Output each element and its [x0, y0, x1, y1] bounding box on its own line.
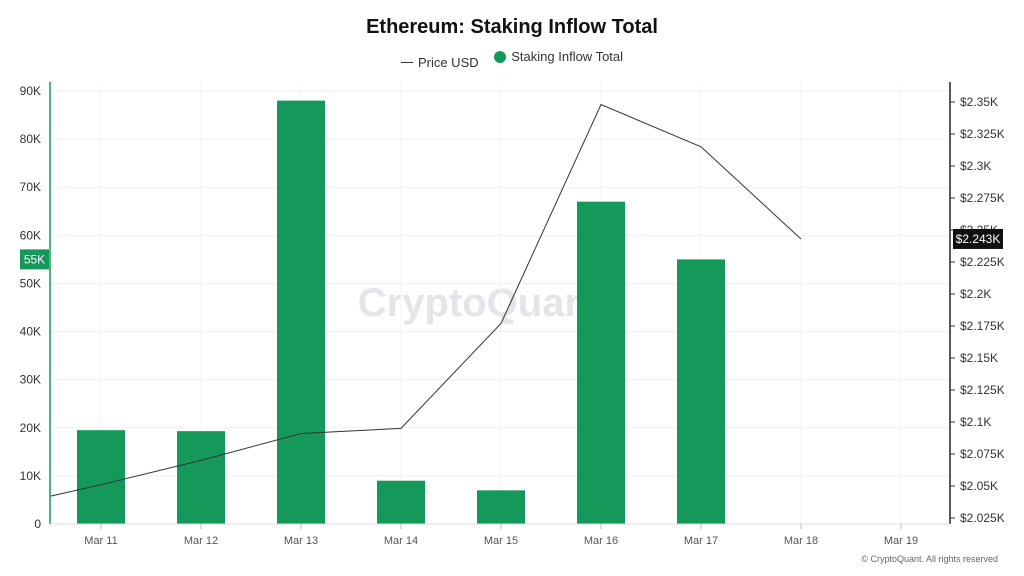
copyright-text: © CryptoQuant. All rights reserved	[861, 554, 998, 564]
legend-price-label: Price USD	[417, 54, 479, 70]
bar-staking-inflow[interactable]	[677, 259, 725, 524]
bar-staking-inflow[interactable]	[177, 431, 225, 524]
chart-title: Ethereum: Staking Inflow Total	[366, 16, 658, 38]
y-right-tick-label: $2.075K	[960, 447, 1005, 461]
y-left-tick-label: 30K	[20, 373, 41, 387]
price-line[interactable]	[49, 103, 802, 497]
y-right-tick-label: $2.125K	[960, 383, 1005, 397]
bar-staking-inflow[interactable]	[377, 480, 425, 524]
y-left-tick-label: 40K	[20, 325, 41, 339]
y-left-tick-label: 20K	[20, 421, 41, 435]
price-value-badge	[953, 228, 1003, 249]
y-right-tick-label: $2.35K	[960, 95, 998, 109]
x-tick-label: Mar 16	[584, 535, 618, 547]
x-tick-label: Mar 17	[684, 535, 718, 547]
x-tick-label: Mar 12	[184, 535, 218, 547]
price-value-badge-label: $2.243K	[956, 232, 1001, 246]
x-tick-label: Mar 13	[284, 535, 318, 547]
left-value-badge-label: 55K	[24, 252, 45, 266]
x-tick-label: Mar 19	[884, 535, 918, 547]
y-right-tick-label: $2.225K	[960, 255, 1005, 269]
bar-staking-inflow[interactable]	[577, 201, 625, 524]
x-tick-label: Mar 14	[384, 535, 418, 547]
y-left-tick-label: 50K	[20, 276, 41, 290]
chart-legend: Price USD Staking Inflow Total	[0, 49, 1024, 70]
legend-line-swatch	[400, 61, 413, 63]
y-left-tick-label: 70K	[20, 180, 41, 194]
legend-dot-swatch	[494, 50, 507, 63]
legend-inflow-label: Staking Inflow Total	[511, 49, 624, 64]
y-right-tick-label: $2.275K	[960, 191, 1005, 205]
y-left-tick-label: 0	[34, 517, 41, 531]
legend-item-inflow[interactable]: Staking Inflow Total	[494, 49, 623, 64]
bar-staking-inflow[interactable]	[477, 490, 525, 524]
bar-staking-inflow[interactable]	[77, 430, 125, 524]
bar-staking-inflow[interactable]	[277, 100, 325, 524]
y-right-tick-label: $2.175K	[960, 319, 1005, 333]
y-right-tick-label: $2.3K	[960, 159, 991, 173]
x-tick-label: Mar 15	[484, 535, 518, 547]
legend-item-price[interactable]: Price USD	[400, 54, 479, 70]
y-left-tick-label: 60K	[20, 228, 41, 242]
y-right-tick-label: $2.025K	[960, 511, 1005, 525]
y-right-tick-label: $2.325K	[960, 127, 1005, 141]
y-left-tick-label: 80K	[20, 132, 41, 146]
y-right-tick-label: $2.1K	[960, 415, 991, 429]
y-left-tick-label: 90K	[20, 84, 41, 98]
y-right-tick-label: $2.05K	[960, 479, 998, 493]
x-tick-label: Mar 18	[784, 535, 818, 547]
watermark-text: CryptoQuant	[358, 281, 602, 325]
x-tick-label: Mar 11	[84, 535, 117, 547]
y-left-tick-label: 10K	[20, 469, 41, 483]
y-right-tick-label: $2.2K	[960, 287, 991, 301]
y-right-tick-label: $2.15K	[960, 351, 998, 365]
left-value-badge	[20, 249, 49, 270]
